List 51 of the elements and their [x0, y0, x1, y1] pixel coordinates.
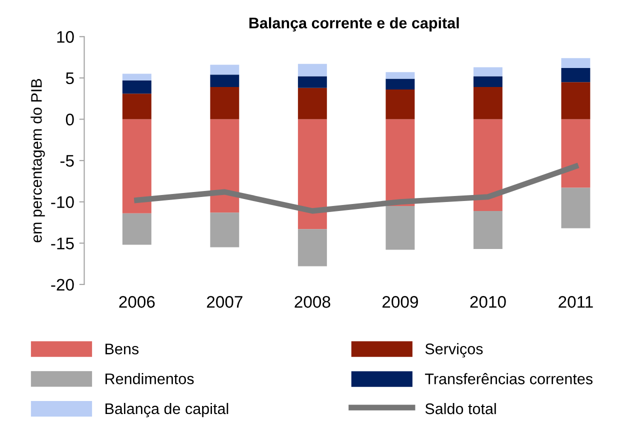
bar: [298, 76, 327, 88]
bar: [473, 76, 502, 88]
y-tick-label: -5: [60, 155, 74, 167]
y-tick-label: -15: [51, 238, 74, 250]
x-tick-label: 2010: [470, 296, 506, 308]
bar: [298, 229, 327, 266]
bar: [561, 82, 590, 120]
bar: [122, 119, 152, 214]
legend-label: Balança de capital: [106, 402, 228, 418]
bar: [561, 119, 590, 188]
bar: [298, 64, 327, 76]
bar: [122, 80, 152, 94]
bar: [298, 88, 327, 120]
bar: [386, 90, 415, 120]
bar: [386, 119, 415, 206]
bar: [210, 64, 240, 75]
bar: [473, 67, 502, 76]
bar: [561, 68, 590, 82]
bar: [561, 188, 590, 228]
bar: [386, 78, 415, 90]
y-tick-label: -10: [51, 196, 74, 208]
chart-title: Balança corrente e de capital: [249, 17, 459, 32]
bar: [210, 119, 240, 213]
x-tick-label: 2011: [558, 296, 593, 308]
x-tick-label: 2006: [119, 296, 155, 308]
legend-label: Saldo total: [425, 403, 496, 414]
y-tick-label: 5: [66, 72, 74, 84]
bar: [122, 94, 152, 120]
x-tick-label: 2009: [382, 296, 418, 308]
y-tick-label: 0: [66, 114, 74, 126]
bar: [122, 213, 152, 245]
bar: [122, 74, 152, 80]
legend-label: Rendimentos: [106, 373, 194, 384]
bar: [561, 58, 590, 68]
bar: [473, 119, 502, 211]
legend-label: Transferências correntes: [425, 373, 593, 384]
legend-label: Bens: [106, 344, 139, 354]
bar: [210, 212, 240, 248]
bar: [210, 74, 240, 88]
bar: [473, 87, 502, 120]
y-tick-label: 10: [57, 31, 74, 43]
bar: [298, 119, 327, 230]
bar: [210, 87, 240, 120]
bar: [473, 210, 502, 249]
bar: [386, 72, 415, 79]
y-tick-label: -20: [51, 278, 74, 291]
x-tick-label: 2007: [206, 296, 242, 308]
bar: [386, 206, 415, 250]
y-axis-title: em percentagem do PIB: [30, 78, 45, 242]
legend-label: Serviços: [425, 343, 483, 358]
x-tick-label: 2008: [294, 296, 330, 308]
